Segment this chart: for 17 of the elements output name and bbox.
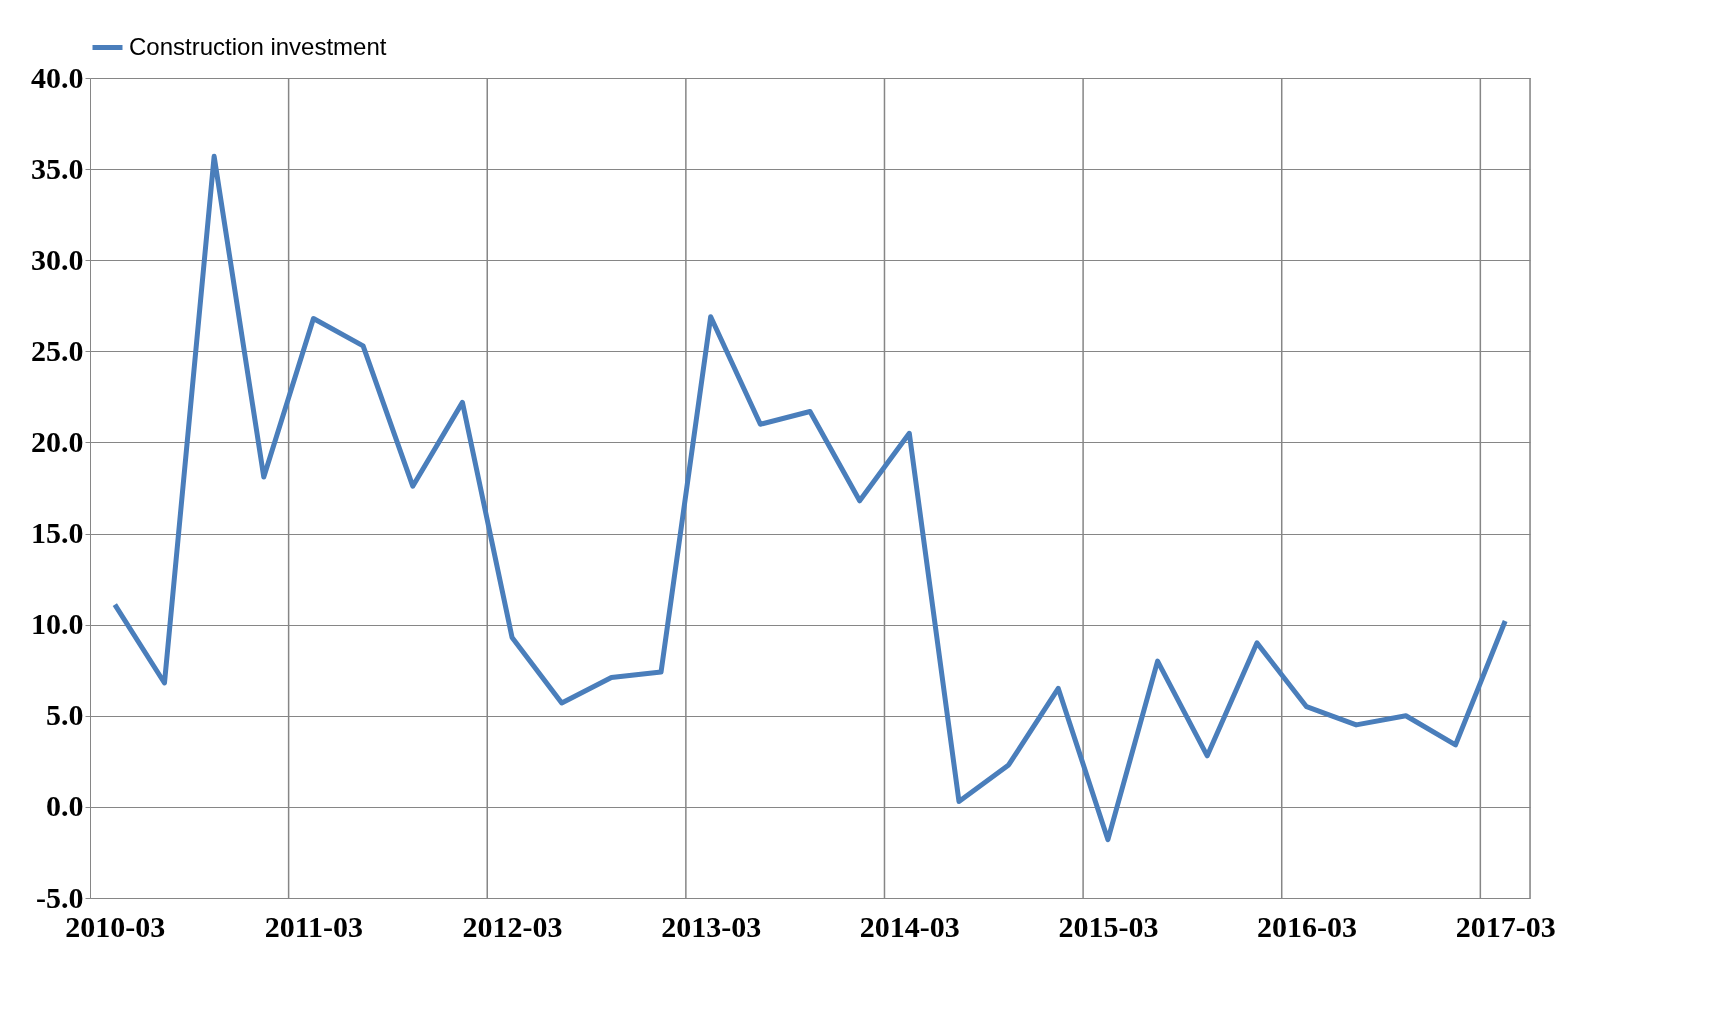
y-tick-label: 10.0 — [31, 607, 84, 641]
x-tick-label: 2014-03 — [859, 909, 960, 943]
y-tick-label: 20.0 — [31, 424, 84, 458]
legend-label: Construction investment — [129, 32, 387, 60]
x-tick-label: 2013-03 — [661, 909, 762, 943]
y-tick-label: 40.0 — [31, 60, 84, 94]
y-tick-label: 25.0 — [31, 333, 84, 367]
y-tick-label: 0.0 — [46, 789, 84, 823]
y-tick-label: 35.0 — [31, 151, 84, 185]
x-tick-label: 2017-03 — [1455, 909, 1556, 943]
y-tick-label: 15.0 — [31, 516, 84, 550]
x-tick-label: 2012-03 — [462, 909, 563, 943]
y-tick-label: 5.0 — [46, 698, 84, 732]
y-tick-label: 30.0 — [31, 242, 84, 276]
x-tick-label: 2015-03 — [1058, 909, 1159, 943]
x-tick-label: 2016-03 — [1257, 909, 1358, 943]
x-tick-label: 2011-03 — [264, 909, 364, 943]
